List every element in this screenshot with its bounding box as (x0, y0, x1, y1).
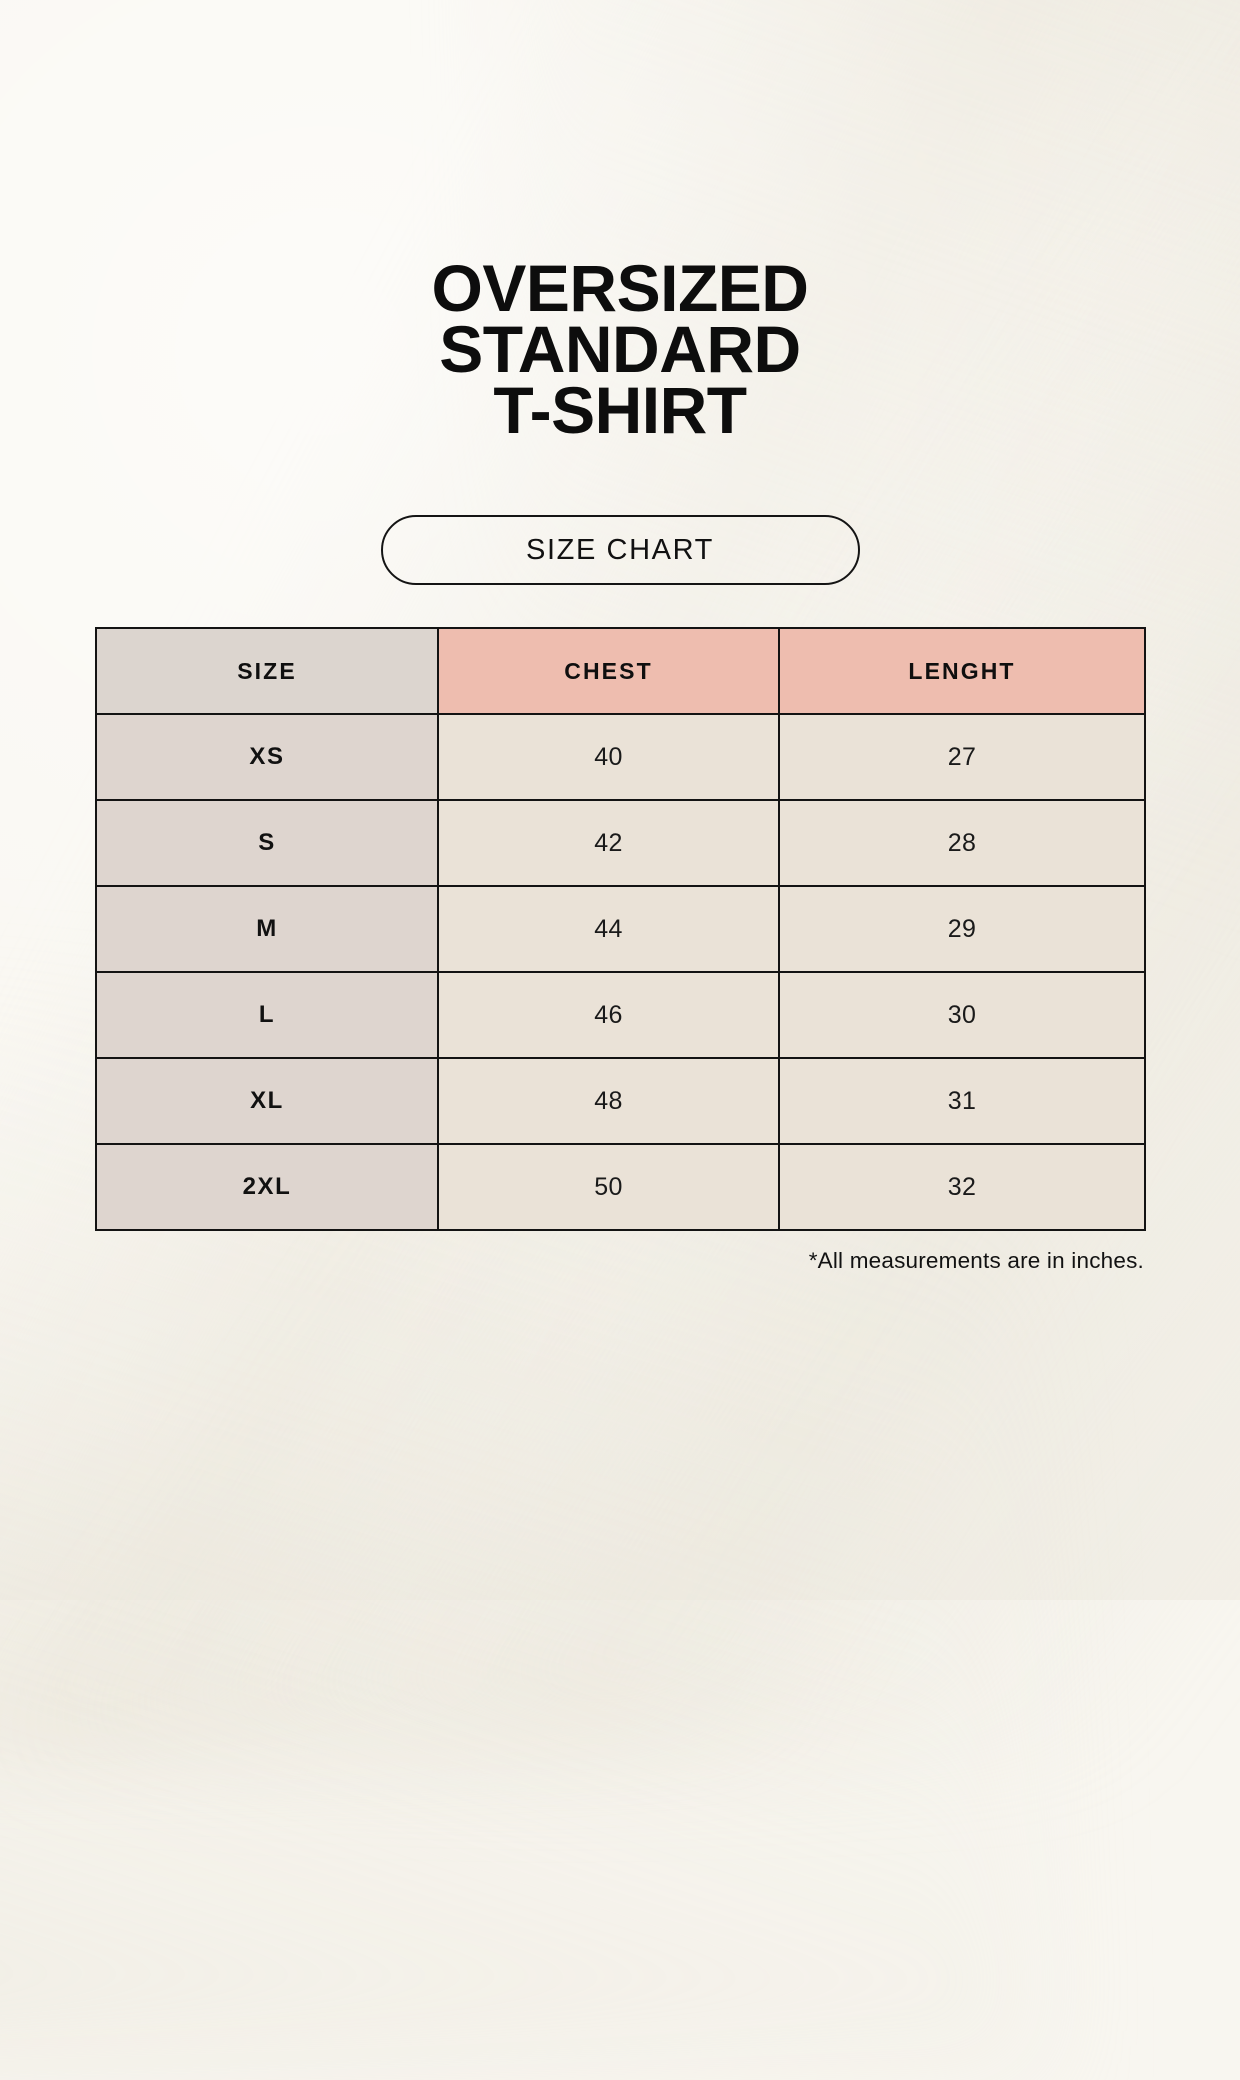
column-header-size: SIZE (95, 627, 439, 715)
cell-size-m: M (95, 885, 439, 973)
size-chart-table: SIZE CHEST LENGHT XS 40 27 S 42 28 M 44 … (95, 627, 1146, 1231)
size-chart-page: OVERSIZED STANDARD T-SHIRT SIZE CHART SI… (0, 251, 1240, 1273)
measurement-units-note: *All measurements are in inches. (808, 1248, 1144, 1273)
page-title-line-1: OVERSIZED (431, 251, 809, 325)
page-title: OVERSIZED STANDARD T-SHIRT (0, 251, 1240, 447)
cell-length-s: 28 (778, 799, 1146, 887)
cell-length-xs: 27 (778, 713, 1146, 801)
cell-size-xl: XL (95, 1057, 439, 1145)
cell-length-2xl: 32 (778, 1143, 1146, 1231)
table-row: S 42 28 (95, 799, 1146, 887)
cell-size-s: S (95, 799, 439, 887)
cell-chest-m: 44 (437, 885, 780, 973)
cell-length-m: 29 (778, 885, 1146, 973)
page-title-line-3: T-SHIRT (493, 373, 747, 447)
cell-chest-l: 46 (437, 971, 780, 1059)
table-header-row: SIZE CHEST LENGHT (95, 627, 1146, 715)
table-row: XL 48 31 (95, 1057, 1146, 1145)
cell-chest-s: 42 (437, 799, 780, 887)
cell-length-l: 30 (778, 971, 1146, 1059)
cell-size-l: L (95, 971, 439, 1059)
cell-chest-xl: 48 (437, 1057, 780, 1145)
page-title-line-2: STANDARD (439, 312, 801, 386)
cell-chest-2xl: 50 (437, 1143, 780, 1231)
table-row: L 46 30 (95, 971, 1146, 1059)
column-header-length: LENGHT (778, 627, 1146, 715)
cell-size-2xl: 2XL (95, 1143, 439, 1231)
column-header-chest: CHEST (437, 627, 780, 715)
cell-length-xl: 31 (778, 1057, 1146, 1145)
size-chart-badge[interactable]: SIZE CHART (380, 515, 860, 585)
cell-chest-xs: 40 (437, 713, 780, 801)
table-row: M 44 29 (95, 885, 1146, 973)
table-row: XS 40 27 (95, 713, 1146, 801)
table-row: 2XL 50 32 (95, 1143, 1146, 1231)
cell-size-xs: XS (95, 713, 439, 801)
size-chart-badge-container: SIZE CHART (0, 515, 1240, 585)
